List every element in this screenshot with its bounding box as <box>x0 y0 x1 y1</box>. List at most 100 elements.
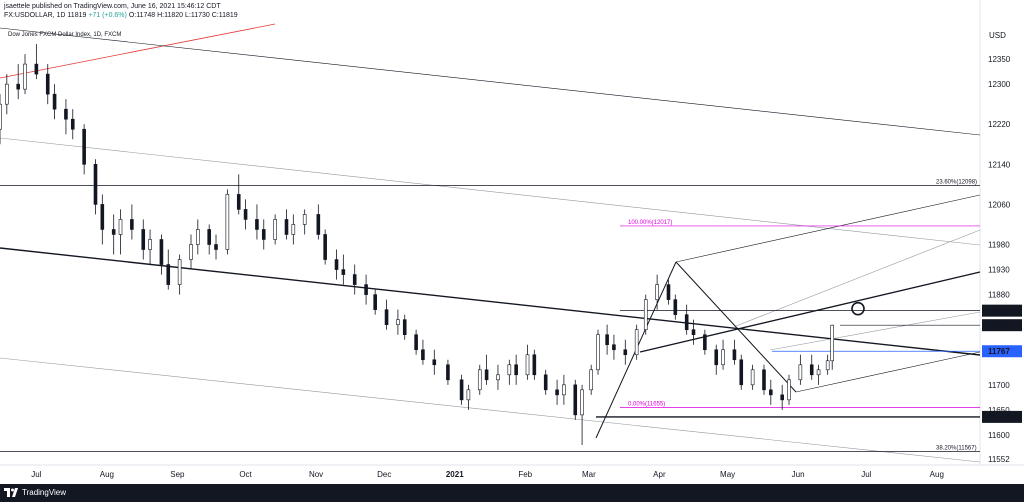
candle-body <box>141 229 146 250</box>
candle-body <box>825 360 830 371</box>
y-tick-label-3: 12140 <box>988 160 1011 169</box>
y-tick-label-2: 12220 <box>988 120 1011 129</box>
target-circle-marker <box>851 301 865 316</box>
price-chart[interactable]: Dow Jones FXCM Dollar Index, 1D, FXCM23.… <box>0 0 1024 484</box>
ohlc-values: O:11748 H:11820 L:11730 C:11819 <box>128 12 238 19</box>
candle-body <box>634 329 639 356</box>
candle-body <box>769 389 773 396</box>
upper-channel-line <box>0 27 981 136</box>
x-tick-label-9: Apr <box>653 470 666 479</box>
x-tick-label-1: Aug <box>100 470 114 479</box>
fib-annotation-2: 0.00%(11655) <box>628 401 665 407</box>
candle-body <box>100 204 105 230</box>
x-tick-label-5: Dec <box>377 470 391 479</box>
candle-body <box>118 219 123 235</box>
candle-body <box>573 384 578 416</box>
candle-body <box>691 329 696 336</box>
y-tick-label-8: 11700 <box>988 381 1010 390</box>
candle-body <box>16 83 20 90</box>
candle-body <box>148 239 152 250</box>
candle-body <box>562 384 566 396</box>
pitchfork-inner-line-2 <box>769 311 981 351</box>
candle-body <box>236 194 241 210</box>
candle-body <box>334 259 339 270</box>
candle-body <box>543 374 548 391</box>
candle-body <box>402 319 407 336</box>
candle-body <box>284 219 289 235</box>
candle-body <box>816 369 821 376</box>
candle-body <box>70 118 75 130</box>
candle-body <box>207 229 211 245</box>
fib-annotation-3: 38.20%(11567) <box>936 445 977 451</box>
candle-body <box>762 369 766 391</box>
candle-body <box>45 73 50 95</box>
price-tag-bg-3 <box>982 410 1022 423</box>
candle-body <box>414 334 418 351</box>
pitchfork-lower-line <box>795 351 981 393</box>
y-tick-label-6: 11930 <box>988 266 1010 275</box>
red-trendline <box>0 23 276 79</box>
candle-body <box>732 349 737 361</box>
candle-body <box>111 229 116 235</box>
candle-body <box>525 354 530 376</box>
price-tag-label-2: 11767 <box>988 347 1010 356</box>
candle-body <box>721 349 725 366</box>
candle-body <box>580 389 584 416</box>
price-tag-bg-0 <box>982 304 1022 317</box>
y-tick-label-9: 11650 <box>988 406 1010 415</box>
candle-body <box>739 359 744 386</box>
candle-body <box>666 284 671 300</box>
candle-body <box>323 234 327 260</box>
y-tick-label-0: 12350 <box>988 55 1011 64</box>
price-tag-bg-2 <box>982 345 1022 358</box>
candle-body <box>787 379 791 401</box>
candle-body <box>432 359 437 366</box>
candle-body <box>196 229 200 245</box>
candle-body <box>352 274 357 285</box>
candle-body <box>484 369 489 381</box>
candle-body <box>243 209 248 220</box>
publish-info: jsaettele published on TradingView.com, … <box>4 3 221 10</box>
x-tick-label-6: 2021 <box>446 470 464 479</box>
last-price: 11819 <box>67 12 87 19</box>
candle-body <box>780 394 784 401</box>
candle-body <box>596 334 600 371</box>
lower-channel-line <box>0 357 981 463</box>
currency-label: USD <box>989 31 1006 40</box>
candle-body <box>612 344 616 351</box>
candle-body <box>364 284 368 295</box>
median-trendline <box>0 247 981 356</box>
candle-body <box>466 389 471 401</box>
footer-bar: TradingView <box>0 484 1024 502</box>
x-tick-label-10: May <box>720 470 735 479</box>
candle-body <box>589 369 593 391</box>
candle-body <box>189 244 193 260</box>
candle-body <box>514 364 518 376</box>
price-tag-label-3: 11636 <box>988 413 1010 422</box>
middle-channel-line <box>0 137 981 246</box>
y-tick-label-4: 12060 <box>988 200 1011 209</box>
candle-body <box>130 219 134 230</box>
candle-body <box>532 354 537 376</box>
candle-body <box>214 244 218 250</box>
candle-body <box>703 334 707 351</box>
price-change: +71 (+0.6%) <box>88 12 127 19</box>
x-tick-label-7: Feb <box>518 470 532 479</box>
fib-annotation-0: 23.60%(12098) <box>936 179 977 185</box>
candle-body <box>52 93 57 110</box>
candle-body <box>809 364 814 376</box>
candle-body <box>82 128 86 165</box>
candle-body <box>341 269 346 275</box>
tradingview-brand: TradingView <box>22 488 67 497</box>
candle-body <box>446 364 450 381</box>
candle-body <box>5 83 9 105</box>
pitchfork-leg <box>675 261 797 393</box>
pitchfork-median <box>639 271 981 353</box>
candle-body <box>34 63 39 75</box>
candle-body <box>273 219 277 240</box>
candle-body <box>477 369 482 391</box>
x-tick-label-13: Aug <box>930 470 944 479</box>
candle-body <box>291 224 296 235</box>
candle-body <box>459 379 464 401</box>
candle-body <box>798 364 803 381</box>
